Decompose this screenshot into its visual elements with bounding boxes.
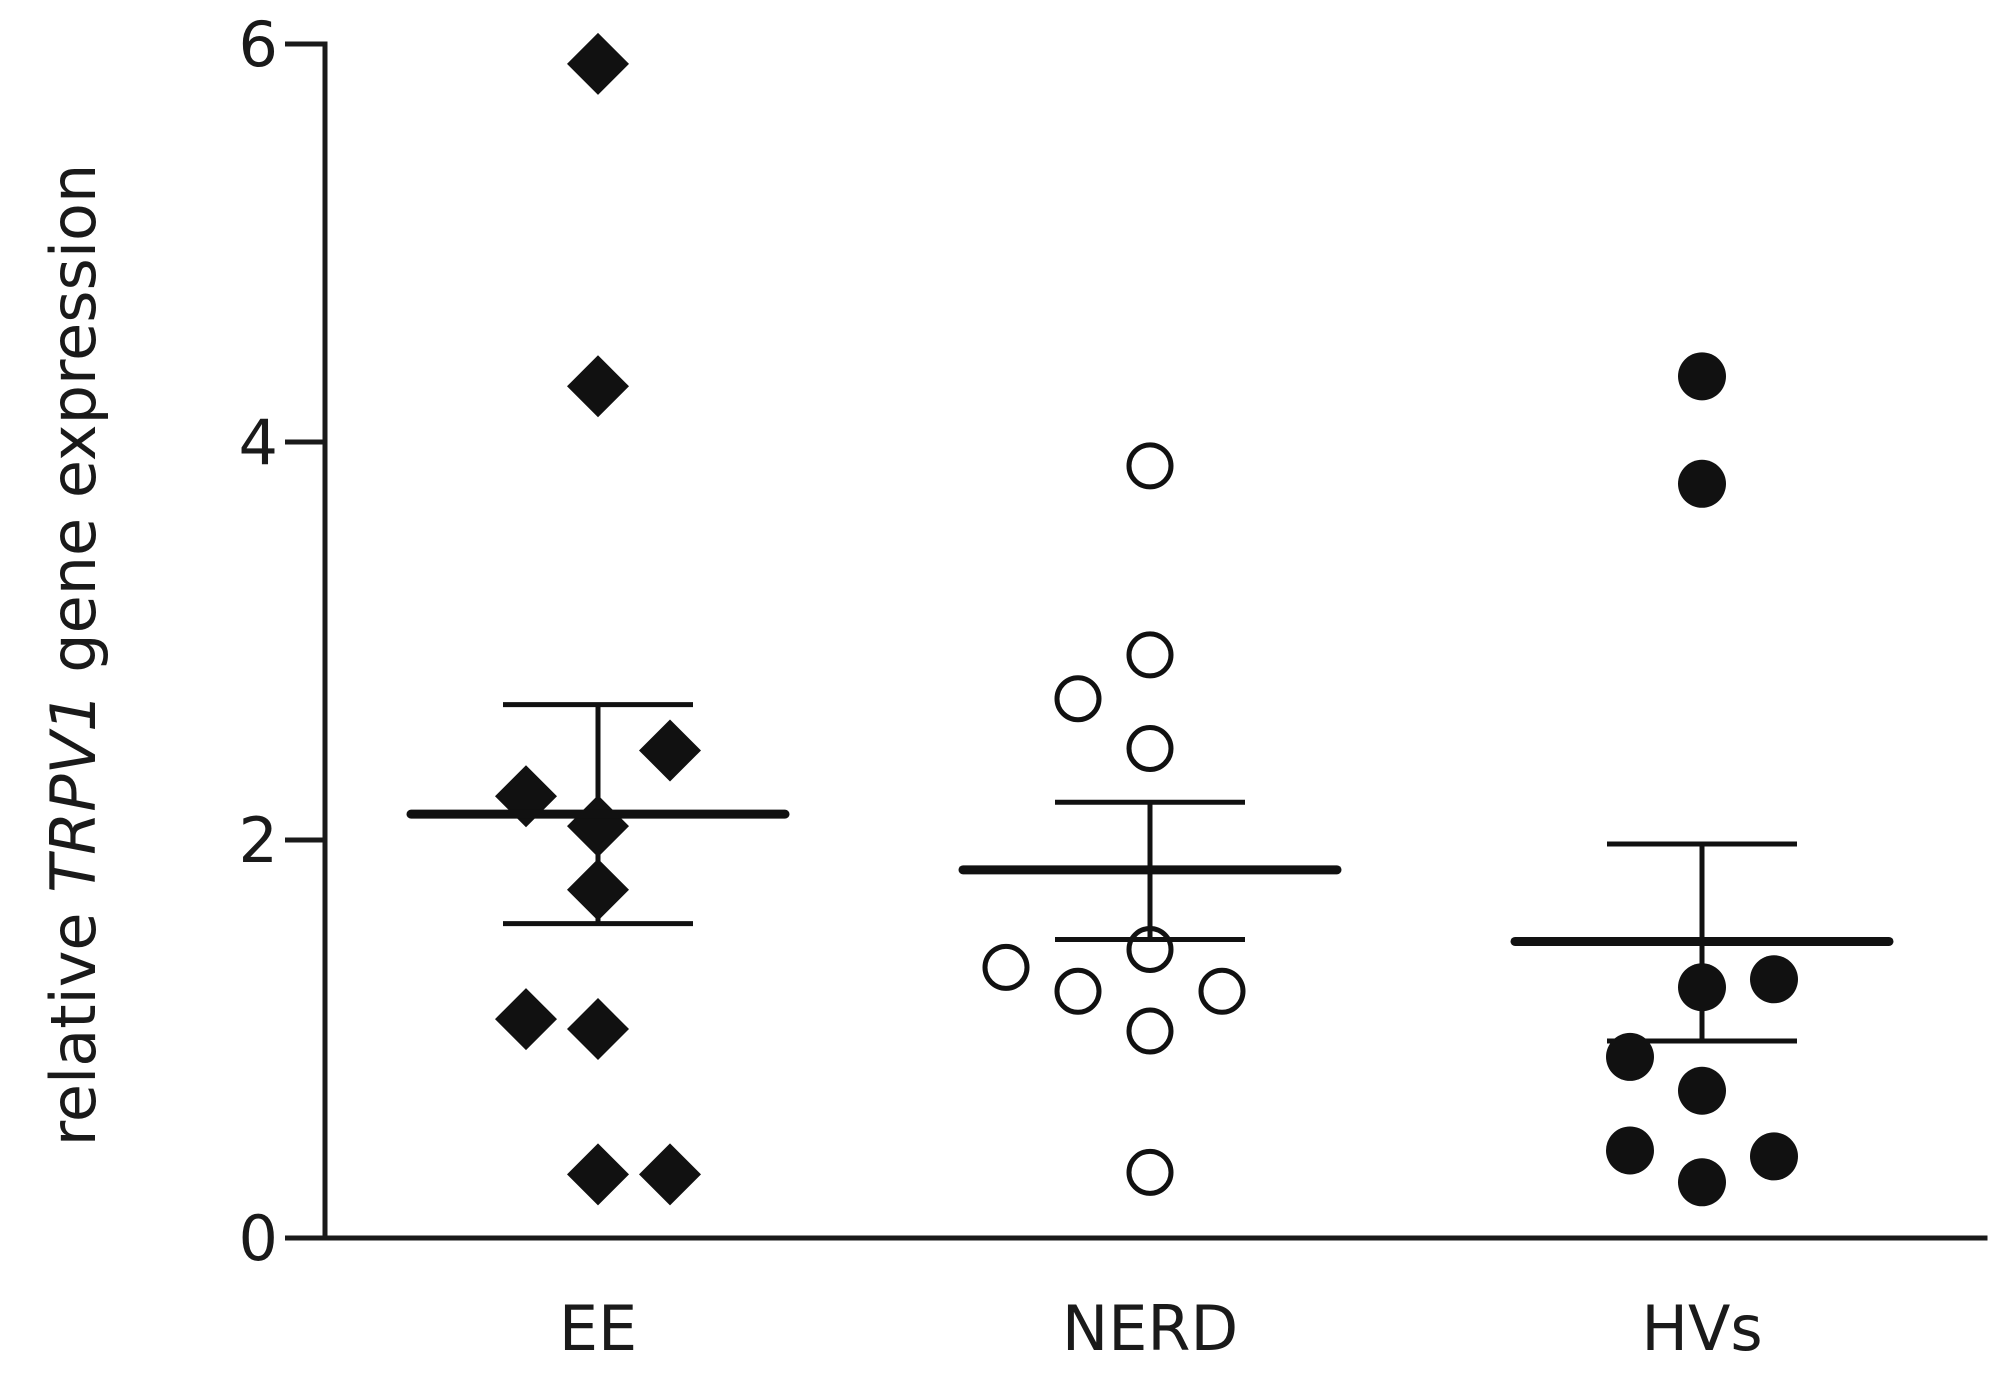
- data-point-diamond: [567, 998, 629, 1061]
- data-point-filled-circle: [1606, 1126, 1654, 1175]
- data-point-filled-circle: [1606, 1032, 1654, 1081]
- data-point-filled-circle: [1750, 955, 1798, 1004]
- data-point-filled-circle: [1678, 1066, 1726, 1115]
- x-category-label: EE: [559, 1292, 637, 1365]
- y-axis-label-prefix: relative: [37, 893, 110, 1147]
- data-point-open-circle: [982, 943, 1030, 991]
- x-category-labels: EE NERD HVs: [559, 1292, 1763, 1365]
- data-point-open-circle: [1126, 1148, 1174, 1196]
- data-point-diamond: [639, 719, 701, 782]
- data-point-open-circle: [1126, 724, 1174, 772]
- data-point-filled-circle: [1678, 1158, 1726, 1207]
- y-axis-title: relative TRPV1 gene expression: [37, 164, 110, 1147]
- group-nerd: [958, 442, 1342, 1196]
- y-axis-label: relative TRPV1 gene expression: [37, 164, 110, 1147]
- x-category-label: NERD: [1062, 1292, 1238, 1365]
- data-point-open-circle: [1126, 1007, 1174, 1055]
- y-axis-label-suffix: gene expression: [37, 164, 110, 693]
- group-hvs: [1510, 352, 1894, 1207]
- data-point-open-circle: [1198, 967, 1246, 1015]
- data-point-filled-circle: [1678, 352, 1726, 401]
- data-point-open-circle: [1054, 967, 1102, 1015]
- data-point-filled-circle: [1750, 1132, 1798, 1181]
- group-ee: [406, 32, 790, 1206]
- data-point-diamond: [567, 32, 629, 95]
- data-point-diamond: [567, 355, 629, 418]
- data-point-open-circle: [1126, 631, 1174, 679]
- y-tick-label: 2: [239, 804, 278, 877]
- y-axis-label-gene: TRPV1: [37, 693, 110, 893]
- data-point-diamond: [639, 1143, 701, 1206]
- y-ticks: 0 2 4 6: [239, 8, 325, 1275]
- data-point-open-circle: [1054, 675, 1102, 723]
- y-tick-label: 0: [239, 1202, 278, 1275]
- data-point-diamond: [495, 988, 557, 1051]
- data-point-diamond: [567, 1143, 629, 1206]
- x-category-label: HVs: [1641, 1292, 1762, 1365]
- data-groups: [406, 32, 1894, 1207]
- y-tick-label: 4: [239, 406, 278, 479]
- y-tick-label: 6: [239, 8, 278, 81]
- data-point-open-circle: [1126, 442, 1174, 490]
- data-point-filled-circle: [1678, 459, 1726, 508]
